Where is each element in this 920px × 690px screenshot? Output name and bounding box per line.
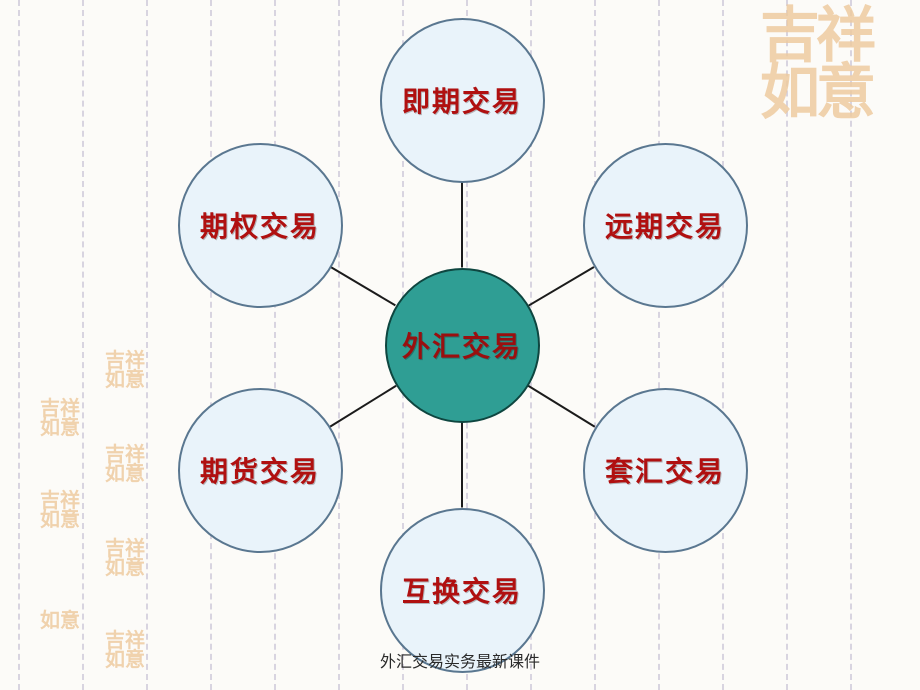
node-label: 期货交易 — [200, 450, 320, 490]
node-outer-1: 远期交易 — [583, 143, 748, 308]
node-label: 互换交易 — [402, 570, 522, 610]
node-label: 期权交易 — [200, 205, 320, 245]
node-outer-4: 期货交易 — [178, 388, 343, 553]
node-outer-5: 期权交易 — [178, 143, 343, 308]
node-label: 套汇交易 — [605, 450, 725, 490]
node-label: 远期交易 — [605, 205, 725, 245]
node-center: 外汇交易 — [385, 268, 540, 423]
diagram-nodes: 即期交易远期交易套汇交易互换交易 期货交易 期权交易外汇交易 — [0, 0, 920, 690]
node-label: 外汇交易 — [402, 325, 522, 365]
node-label: 即期交易 — [402, 80, 522, 120]
node-outer-0: 即期交易 — [380, 18, 545, 183]
node-outer-2: 套汇交易 — [583, 388, 748, 553]
footer-caption: 外汇交易实务最新课件 — [380, 648, 540, 672]
